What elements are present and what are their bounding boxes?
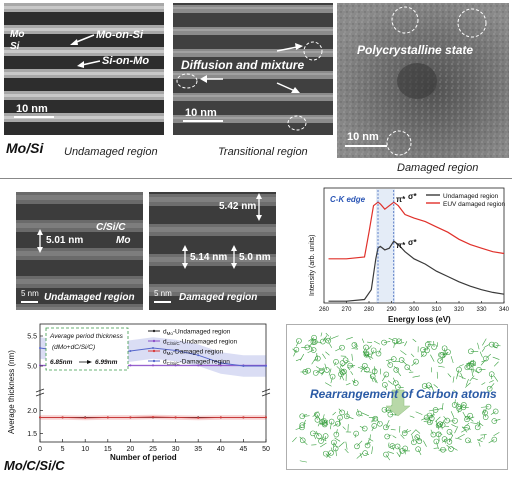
- data-point: [129, 364, 131, 366]
- data-point: [152, 347, 154, 349]
- thickness-xtick-label: 45: [240, 446, 248, 453]
- tem-damaged-mocsic: 5.42 nm 5.14 nm 5.0 nm 5 nm Damaged regi…: [149, 192, 276, 310]
- data-point: [62, 416, 64, 418]
- data-point: [242, 416, 244, 418]
- thickness-xtick-label: 20: [127, 446, 135, 453]
- thickness-ylabel: Average thickness (nm): [7, 350, 16, 434]
- thickness-xlabel: Number of period: [110, 453, 177, 462]
- diffusion-label: Diffusion and mixture: [181, 58, 304, 72]
- thickness-label-1: 5.42 nm: [219, 201, 256, 212]
- caption-label: Damaged region: [179, 292, 257, 303]
- xas-xtick-label: 260: [319, 307, 330, 313]
- thickness-xtick-label: 5: [61, 446, 65, 453]
- xas-xtick-label: 320: [454, 307, 465, 313]
- tem-damaged-mosi: Polycrystalline state 10 nm: [337, 3, 509, 158]
- legend-damaged: EUV damaged region: [443, 201, 506, 208]
- scale-bar-label: 5 nm: [154, 289, 172, 298]
- caption-label: Undamaged region: [44, 292, 135, 303]
- sigma-label-top: σ*: [408, 192, 417, 201]
- thickness-xtick-label: 15: [104, 446, 112, 453]
- xas-xtick-label: 340: [499, 307, 510, 313]
- thickness-ytick-label: 1.5: [27, 431, 37, 438]
- data-point: [39, 347, 41, 349]
- data-point: [107, 416, 109, 418]
- data-point: [265, 416, 267, 418]
- carbon-network-panel: Rearrangement of Carbon atoms: [286, 324, 508, 470]
- xas-xtick-label: 330: [476, 307, 487, 313]
- thickness-xtick-label: 10: [81, 446, 89, 453]
- scale-bar-label: 10 nm: [347, 131, 379, 143]
- scale-bar-label: 10 nm: [185, 107, 217, 119]
- system-label-mosi: Mo/Si: [6, 140, 43, 156]
- tem-undamaged-mosi: Mo Si Mo-on-Si Si-on-Mo 10 nm: [4, 3, 164, 135]
- tem-transitional-mosi: Diffusion and mixture 10 nm: [173, 3, 333, 135]
- period-box-title: Average period thickness: [49, 333, 124, 340]
- csic-label: C/Si/C: [96, 222, 125, 233]
- data-point: [242, 365, 244, 367]
- thickness-label-3: 5.0 nm: [239, 252, 271, 263]
- data-point: [129, 350, 131, 352]
- pi-label-top: π*: [396, 195, 406, 204]
- thickness-chart: 0 5 10 15 20 25 30 35 40 45 50 5.5 5.0 2.0 1.5 Average…: [0, 320, 290, 475]
- edge-highlight: [376, 189, 395, 302]
- pi-label-bottom: π*: [396, 241, 406, 250]
- thickness-xtick-label: 25: [149, 446, 157, 453]
- legend-label: dMo-Damaged region: [163, 349, 223, 357]
- period-box-from: 6.85nm: [50, 359, 73, 366]
- sigma-label-bottom: σ*: [408, 238, 417, 247]
- xas-xtick-label: 270: [341, 307, 352, 313]
- xas-xtick-label: 300: [409, 307, 420, 313]
- tem-undamaged-mocsic: C/Si/C Mo 5.01 nm 5 nm Undamaged region: [16, 192, 143, 310]
- thickness-xtick-label: 40: [217, 446, 225, 453]
- label-arrows: [4, 3, 164, 135]
- data-point: [129, 416, 131, 418]
- data-point: [175, 416, 177, 418]
- xas-xlabel: Energy loss (eV): [388, 315, 451, 324]
- period-box-formula: (dMo+dC/Si/C): [52, 344, 95, 351]
- system-label-mocsic: Mo/C/Si/C: [4, 458, 65, 473]
- caption-transitional: Transitional region: [218, 146, 308, 158]
- xas-xtick-label: 280: [364, 307, 375, 313]
- caption-damaged: Damaged region: [397, 162, 478, 174]
- thickness-label-2: 5.14 nm: [190, 252, 227, 263]
- data-point: [84, 417, 86, 419]
- legend-label: dMo-Undamaged region: [163, 329, 231, 337]
- xas-ylabel: Intensity (arb. units): [309, 235, 316, 296]
- data-point: [197, 417, 199, 419]
- caption-undamaged: Undamaged region: [64, 146, 158, 158]
- xas-xtick-label: 310: [431, 307, 442, 313]
- legend-marker: [153, 350, 155, 352]
- xas-xtick-label: 290: [386, 307, 397, 313]
- data-point: [265, 365, 267, 367]
- thickness-xtick-label: 0: [38, 446, 42, 453]
- thickness-xtick-label: 30: [172, 446, 180, 453]
- section-divider: [0, 178, 512, 179]
- thickness-ytick-label: 5.5: [27, 334, 37, 341]
- carbon-rearrangement-label: Rearrangement of Carbon atoms: [310, 387, 497, 401]
- edge-label: C-K edge: [330, 195, 366, 204]
- data-point: [39, 416, 41, 418]
- thickness-plot: 0 5 10 15 20 25 30 35 40 45 50 5.5 5.0 2.0 1.5 Average…: [0, 320, 290, 475]
- thickness-ytick-label: 2.0: [27, 408, 37, 415]
- data-point: [152, 416, 154, 418]
- legend-marker: [153, 360, 155, 362]
- thickness-label: 5.01 nm: [46, 235, 83, 246]
- thickness-xtick-label: 50: [262, 446, 270, 453]
- polycrystalline-label: Polycrystalline state: [357, 43, 473, 57]
- data-point: [152, 364, 154, 366]
- period-box-to: 6.99nm: [95, 359, 118, 366]
- scale-bar-label: 10 nm: [16, 103, 48, 115]
- thickness-xtick-label: 35: [194, 446, 202, 453]
- legend-undamaged: Undamaged region: [443, 193, 499, 200]
- thickness-ytick-label: 5.0: [27, 364, 37, 371]
- data-point: [220, 416, 222, 418]
- scale-bar-label: 5 nm: [21, 289, 39, 298]
- legend-marker: [153, 330, 155, 332]
- mo-label: Mo: [116, 235, 130, 246]
- legend-marker: [153, 340, 155, 342]
